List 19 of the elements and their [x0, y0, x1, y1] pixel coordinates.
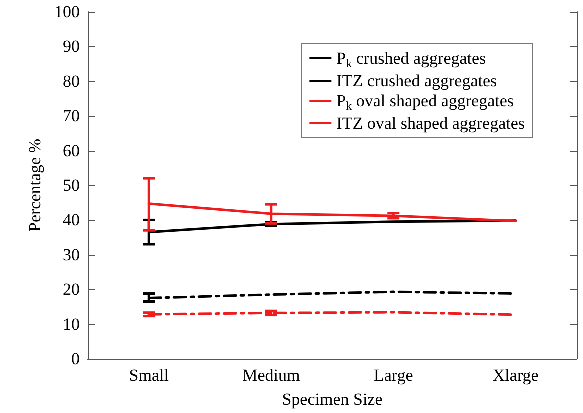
y-tick-label: 70: [63, 106, 80, 126]
x-axis-title: Specimen Size: [282, 390, 383, 409]
y-tick-label: 0: [72, 350, 80, 368]
y-axis-title: Percentage %: [26, 139, 45, 232]
legend-label: ITZ crushed aggregates: [336, 72, 498, 90]
y-tick-label: 20: [63, 280, 80, 300]
y-tick-label: 50: [63, 176, 80, 195]
y-tick-label: 30: [63, 245, 80, 264]
x-tick-label: Small: [129, 366, 170, 385]
legend-label: ITZ oval shaped aggregates: [336, 114, 526, 133]
y-tick-label: 60: [63, 141, 80, 160]
y-tick-label: 40: [63, 210, 80, 230]
y-tick-label: 100: [54, 2, 80, 22]
x-tick-label: Xlarge: [492, 366, 539, 385]
x-tick-label: Large: [374, 366, 414, 385]
y-tick-label: 90: [63, 37, 80, 56]
y-tick-label: 10: [63, 314, 80, 334]
x-tick-label: Medium: [242, 366, 300, 385]
y-tick-label: 80: [63, 72, 80, 91]
